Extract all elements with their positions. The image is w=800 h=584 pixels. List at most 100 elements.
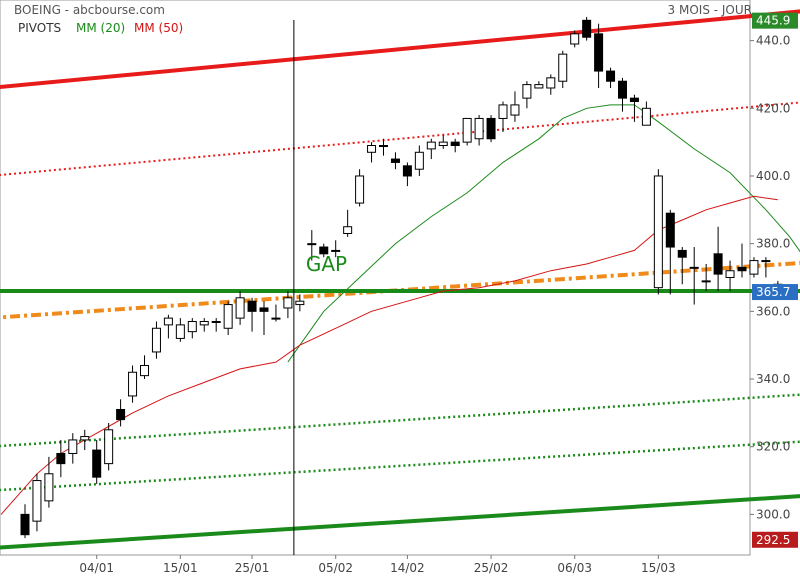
candle	[367, 142, 377, 163]
candle-body	[426, 141, 436, 150]
x-tick-label: 04/01	[79, 561, 114, 575]
candle	[606, 67, 616, 88]
candle-body	[283, 297, 293, 309]
candle	[486, 115, 496, 143]
candle	[116, 399, 126, 427]
candle-body	[414, 151, 424, 170]
gap-label: GAP	[306, 252, 347, 276]
y-tick-label: 320.0	[756, 440, 790, 454]
candle	[618, 77, 627, 112]
candle	[175, 318, 185, 342]
low-price-badge-bg	[752, 531, 798, 548]
candle-body	[151, 327, 161, 353]
candle-body	[92, 449, 102, 478]
x-tick-label: 15/01	[163, 561, 198, 575]
candle	[307, 230, 317, 261]
candle-body	[343, 226, 353, 235]
x-tick-label: 05/02	[318, 561, 353, 575]
moving-averages	[0, 104, 800, 515]
candle-body	[402, 165, 412, 177]
last-price-value: 365.7	[756, 285, 790, 299]
candle	[56, 439, 66, 478]
candle-body	[319, 246, 329, 255]
candle	[594, 23, 604, 88]
candle	[223, 301, 233, 336]
candle	[641, 101, 651, 126]
chart-header: BOEING - abcbourse.com 3 MOIS - JOUR PIV…	[14, 3, 752, 35]
candle-body	[665, 212, 675, 248]
candle-body	[749, 260, 759, 275]
pivot-resistance-line	[0, 9, 800, 89]
legend-mm50: MM (50)	[134, 21, 183, 35]
y-tick-label: 380.0	[756, 237, 790, 251]
candle-body	[522, 84, 532, 99]
candle	[414, 145, 424, 176]
y-tick-label: 440.0	[756, 34, 790, 48]
candle-body	[438, 141, 448, 147]
candle-body	[653, 175, 663, 289]
candle	[438, 135, 448, 149]
candle	[187, 318, 197, 339]
mm50-line	[0, 195, 778, 515]
candle-body	[379, 145, 388, 148]
candle	[534, 81, 544, 89]
candle	[426, 138, 436, 160]
candle-body	[68, 439, 78, 454]
y-tick-label: 300.0	[756, 507, 790, 521]
candle	[331, 240, 341, 258]
candle-body	[594, 33, 604, 72]
candle	[570, 30, 580, 48]
last-price-badge-bg	[752, 284, 798, 301]
candle	[271, 304, 281, 322]
candle	[80, 429, 90, 451]
candle	[725, 260, 735, 292]
candle	[402, 162, 412, 187]
candle-body	[486, 117, 496, 140]
candle	[211, 318, 221, 332]
candle-body	[355, 175, 365, 204]
y-axis: 300.0 320.0 340.0 360.0 380.0 400.0 420.0 440.0	[750, 34, 790, 521]
y-tick-label: 360.0	[756, 304, 790, 318]
legend-mm20: MM (20)	[76, 21, 125, 35]
candle	[104, 423, 114, 471]
low-price-badge: 292.5	[752, 531, 798, 548]
candle-body	[175, 324, 185, 339]
high-price-badge: 445.9	[752, 12, 798, 29]
period-label: 3 MOIS - JOUR	[668, 3, 752, 17]
candle-body	[558, 53, 568, 82]
y-tick-label: 420.0	[756, 101, 790, 115]
candle-body	[570, 33, 580, 45]
x-tick-label: 06/03	[557, 561, 592, 575]
pivot-orange-line	[0, 260, 800, 320]
candle	[629, 94, 639, 122]
pivot-support-line	[0, 494, 800, 550]
candle	[498, 101, 508, 132]
candle-body	[462, 117, 472, 143]
candle	[247, 297, 257, 332]
candle	[128, 365, 138, 403]
candle-body	[546, 77, 556, 89]
candle-body	[618, 80, 627, 99]
candle-body	[450, 141, 460, 147]
candle-body	[199, 320, 209, 326]
high-price-value: 445.9	[756, 14, 790, 28]
candle	[151, 321, 161, 359]
plot-area: GAP	[0, 0, 800, 556]
candle	[653, 169, 663, 295]
candle-body	[498, 104, 508, 119]
candle	[319, 243, 329, 258]
candle-body	[20, 513, 30, 536]
candle	[32, 473, 42, 532]
candle	[68, 433, 78, 464]
candle	[259, 301, 269, 336]
low-price-value: 292.5	[756, 533, 790, 547]
candle-body	[140, 364, 149, 377]
candle	[343, 209, 353, 237]
candle-body	[211, 320, 221, 323]
y-tick-label: 400.0	[756, 169, 790, 183]
candle-body	[247, 300, 257, 312]
candle	[558, 50, 568, 88]
candle	[283, 291, 293, 319]
candle-body	[474, 117, 484, 140]
